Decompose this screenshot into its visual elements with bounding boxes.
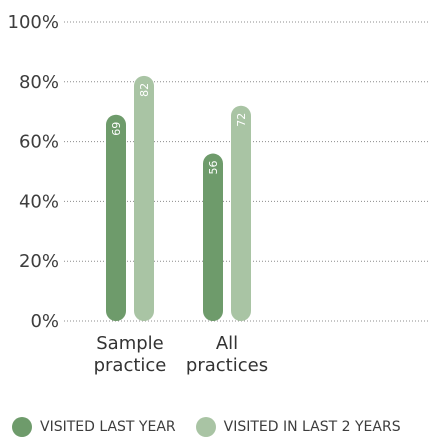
y-tick-label: 100%: [8, 12, 59, 33]
bar-value-label: 82: [138, 83, 151, 97]
y-tick-label: 40%: [19, 191, 59, 212]
legend-swatch-visited-last-2-years: [195, 417, 216, 437]
bar-value-label: 72: [235, 113, 248, 127]
y-tick-label: 60%: [19, 132, 59, 153]
bar-value-label: 56: [207, 161, 220, 175]
x-category-label: practice: [94, 355, 167, 376]
bar-value-label: 69: [110, 122, 123, 136]
y-tick-label: 80%: [19, 72, 59, 93]
bar-visited-last-year: [203, 153, 223, 321]
bar-visited-last-year: [106, 114, 126, 321]
legend-label-visited-last-2-years: VISITED IN LAST 2 YEARS: [223, 419, 401, 435]
bar-visited-last-2-years: [231, 105, 251, 321]
y-tick-label: 0%: [30, 311, 59, 332]
legend: VISITED LAST YEAR VISITED IN LAST 2 YEAR…: [12, 417, 421, 437]
x-category-label: Sample: [96, 333, 164, 354]
legend-swatch-visited-last-year: [12, 417, 32, 437]
bar-visited-last-2-years: [134, 75, 154, 321]
x-category-label: All: [216, 333, 238, 354]
y-tick-label: 20%: [19, 251, 59, 272]
legend-label-visited-last-year: VISITED LAST YEAR: [40, 419, 176, 435]
legend-item-visited-last-2-years: VISITED IN LAST 2 YEARS: [195, 417, 401, 437]
x-category-label: practices: [186, 355, 268, 376]
legend-item-visited-last-year: VISITED LAST YEAR: [12, 417, 176, 437]
